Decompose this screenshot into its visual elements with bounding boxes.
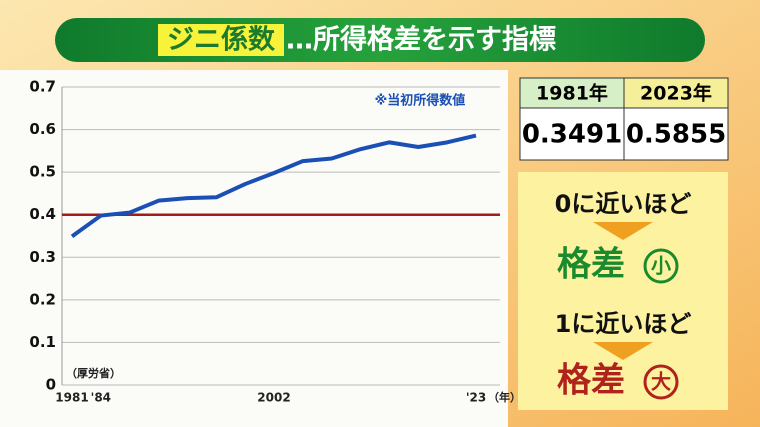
y-tick-label: 0.4 — [29, 205, 56, 223]
y-tick-label: 0 — [46, 376, 56, 394]
table-header: 2023年 — [640, 82, 712, 105]
table-cell — [623, 107, 729, 161]
x-tick-label: 1981 — [55, 391, 88, 405]
low-word: 格差 — [557, 245, 625, 285]
table: 1981年 2023年 0.3491 0.5855 — [519, 77, 729, 161]
x-tick-label: 2002 — [257, 391, 290, 405]
x-axis-label: （年） — [488, 390, 521, 404]
arrow — [593, 342, 653, 360]
y-tick-label: 0.1 — [29, 333, 56, 351]
y-tick-label: 0.5 — [29, 163, 56, 181]
table-value: 0.5855 — [626, 120, 726, 150]
arrow — [593, 222, 653, 240]
high-mark: 大 — [651, 370, 671, 394]
low-text: 0に近いほど — [555, 190, 692, 218]
high-text: 1に近いほど — [555, 310, 692, 338]
explain-panel — [518, 172, 728, 410]
data-line — [70, 133, 477, 239]
table-value: 0.3491 — [522, 120, 622, 150]
low-mark: 小 — [651, 254, 671, 278]
high-word: 格差 — [557, 361, 625, 401]
x-tick-label: '23 — [466, 391, 486, 405]
header-highlight-box — [158, 24, 284, 56]
table-header: 1981年 — [536, 82, 608, 105]
source: （厚労省） — [66, 366, 121, 380]
y-tick-label: 0.6 — [29, 120, 56, 138]
y-tick-label: 0.3 — [29, 248, 56, 266]
header-title: …所得格差を示す指標 — [286, 24, 556, 56]
table-header-cell — [519, 77, 625, 109]
low-mark-circle — [643, 248, 679, 284]
y-tick-label: 0.7 — [29, 78, 56, 96]
x-tick-label: '84 — [91, 391, 111, 405]
y-tick-label: 0.2 — [29, 290, 56, 308]
header-highlight: ジニ係数 — [167, 25, 276, 56]
table-header-cell — [623, 77, 729, 109]
high-mark-circle — [643, 364, 679, 400]
annotation: ※当初所得数値 — [375, 93, 466, 109]
